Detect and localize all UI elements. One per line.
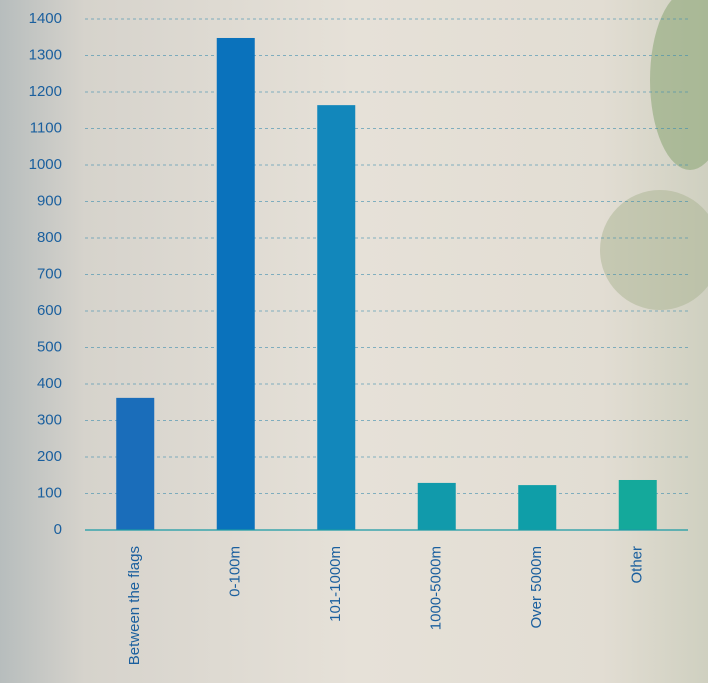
x-tick-label: Over 5000m [528,546,545,629]
bar [618,479,657,530]
y-tick-label: 0 [54,521,62,538]
y-tick-label: 100 [37,484,62,501]
y-tick-label: 400 [37,375,62,392]
y-tick-label: 1300 [29,46,62,63]
y-tick-label: 1000 [29,156,62,173]
y-tick-label: 1400 [29,10,62,27]
x-tick-label: Other [629,546,646,584]
x-tick-label: 101-1000m [327,546,344,622]
y-tick-label: 1100 [30,119,62,136]
y-tick-label: 900 [37,192,62,209]
y-tick-label: 500 [37,338,62,355]
bar [216,37,255,530]
bar [417,482,456,530]
y-tick-label: 800 [37,229,62,246]
bar [518,485,557,530]
y-tick-label: 300 [37,411,62,428]
y-tick-label: 600 [37,302,62,319]
x-tick-label: 0-100m [227,546,244,597]
y-tick-label: 700 [37,265,62,282]
bar [317,105,356,530]
x-tick-label: 1000-5000m [428,546,445,630]
bar [116,397,155,530]
y-tick-label: 1200 [29,83,62,100]
foliage [600,190,708,310]
x-tick-label: Between the flags [126,546,143,665]
foliage [650,0,708,170]
y-tick-label: 200 [37,448,62,465]
